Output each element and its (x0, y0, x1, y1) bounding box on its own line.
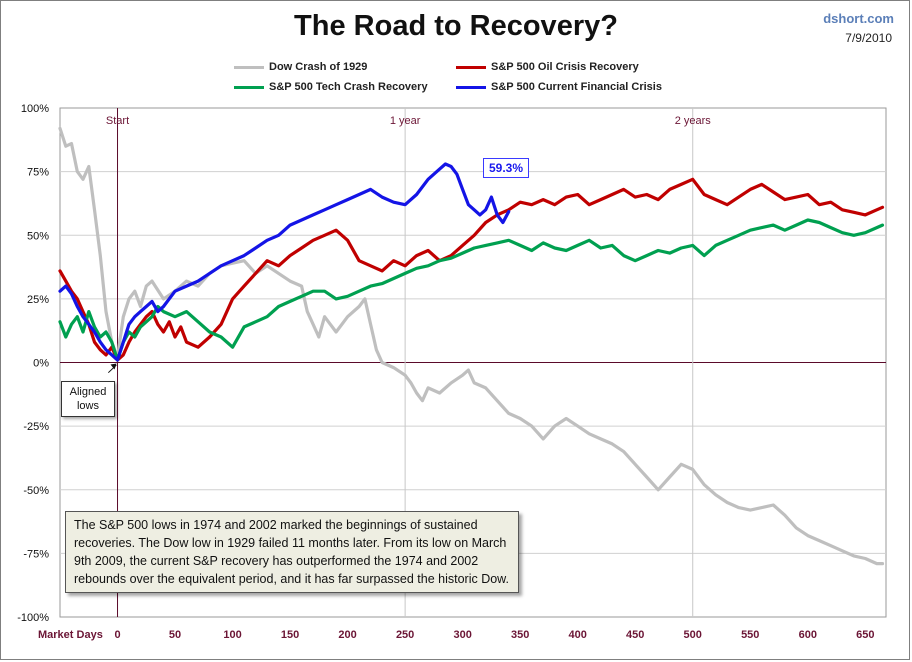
annotation-note: The S&P 500 lows in 1974 and 2002 marked… (65, 511, 519, 593)
x-tick-label: 600 (799, 629, 817, 641)
legend-label: Dow Crash of 1929 (269, 61, 368, 73)
legend-label: S&P 500 Current Financial Crisis (491, 81, 662, 93)
end-value-label: 59.3% (483, 158, 529, 178)
y-tick-label: 25% (27, 294, 49, 306)
x-tick-label: 650 (856, 629, 874, 641)
series-line-3 (58, 162, 511, 362)
series-line-2 (58, 218, 885, 362)
callout-arrowhead (110, 363, 117, 370)
chart-title: The Road to Recovery? (294, 10, 618, 42)
legend-item-financial-crisis: S&P 500 Current Financial Crisis (456, 80, 662, 94)
x-tick-label: 250 (396, 629, 414, 641)
x-tick-label: 500 (684, 629, 702, 641)
x-tick-label: 200 (338, 629, 356, 641)
y-tick-label: 100% (21, 103, 49, 115)
brand-label: dshort.com (823, 11, 894, 26)
y-tick-label: 50% (27, 230, 49, 242)
x-axis-label: Market Days (38, 629, 103, 641)
x-tick-label: 0 (114, 629, 120, 641)
y-tick-label: 75% (27, 167, 49, 179)
y-tick-label: -25% (23, 421, 49, 433)
y-tick-label: -50% (23, 485, 49, 497)
y-tick-label: -75% (23, 548, 49, 560)
date-label: 7/9/2010 (845, 31, 892, 45)
legend-label: S&P 500 Oil Crisis Recovery (491, 61, 639, 73)
x-tick-label: 350 (511, 629, 529, 641)
x-tick-label: 50 (169, 629, 181, 641)
marker-label: Start (106, 115, 129, 127)
legend-label: S&P 500 Tech Crash Recovery (269, 81, 428, 93)
y-tick-label: 0% (33, 358, 49, 370)
legend-swatch (456, 65, 486, 69)
x-tick-label: 300 (453, 629, 471, 641)
x-tick-label: 100 (223, 629, 241, 641)
marker-label: 2 years (675, 115, 712, 127)
x-tick-label: 150 (281, 629, 299, 641)
marker-label: 1 year (390, 115, 421, 127)
x-tick-label: 550 (741, 629, 759, 641)
legend-swatch (234, 65, 264, 69)
y-tick-label: -100% (17, 612, 49, 624)
legend-swatch (234, 85, 264, 89)
series-line-0 (58, 126, 885, 566)
legend-item-tech-crash: S&P 500 Tech Crash Recovery (234, 80, 428, 94)
x-tick-label: 400 (569, 629, 587, 641)
legend-swatch (456, 85, 486, 89)
x-tick-label: 450 (626, 629, 644, 641)
aligned-lows-callout: Aligned lows (61, 381, 115, 417)
legend-item-oil-crisis: S&P 500 Oil Crisis Recovery (456, 60, 639, 74)
legend-item-dow-1929: Dow Crash of 1929 (234, 60, 367, 74)
series-line-1 (58, 177, 885, 362)
